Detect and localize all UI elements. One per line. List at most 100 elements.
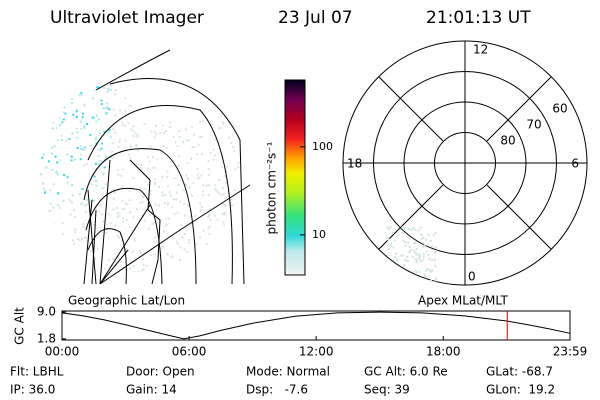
speckle	[51, 121, 54, 124]
speckle	[79, 127, 82, 130]
speckle	[124, 202, 127, 205]
speckle	[181, 236, 184, 239]
speckle	[177, 242, 180, 245]
speckle	[91, 255, 94, 258]
speckle	[147, 155, 150, 158]
speckle	[72, 242, 75, 245]
speckle	[95, 184, 98, 187]
speckle	[212, 148, 215, 151]
speckle	[112, 128, 115, 131]
speckle	[121, 199, 124, 202]
speckle	[230, 142, 233, 145]
speckle	[57, 204, 60, 207]
speckle	[83, 103, 86, 106]
speckle	[70, 97, 73, 100]
speckle	[183, 214, 186, 217]
speckle	[114, 224, 117, 227]
speckle	[215, 271, 218, 272]
speckle	[127, 153, 130, 156]
speckle	[129, 104, 132, 107]
speckle	[399, 228, 402, 231]
speckle	[136, 162, 139, 165]
speckle	[49, 209, 52, 212]
speckle	[92, 97, 95, 100]
speckle	[166, 175, 169, 178]
speckle	[120, 174, 123, 177]
speckle	[413, 249, 416, 252]
speckle	[434, 277, 437, 280]
speckle	[76, 131, 79, 134]
speckle	[70, 159, 73, 162]
speckle	[226, 165, 229, 168]
speckle	[230, 210, 233, 213]
speckle	[403, 228, 406, 231]
speckle	[112, 156, 115, 159]
speckle	[127, 249, 130, 252]
speckle	[108, 259, 111, 262]
speckle	[222, 212, 225, 215]
speckle	[428, 269, 431, 272]
speckle	[150, 253, 153, 256]
speckle	[390, 242, 393, 245]
speckle	[58, 102, 61, 105]
speckle	[425, 276, 428, 279]
speckle	[211, 277, 213, 279]
speckle	[83, 125, 86, 128]
speckle	[183, 232, 186, 235]
speckle	[170, 256, 173, 259]
speckle	[42, 98, 45, 101]
speckle	[142, 195, 145, 198]
speckle	[72, 208, 75, 211]
speckle	[234, 136, 237, 139]
speckle	[140, 163, 143, 166]
speckle	[190, 222, 193, 225]
speckle	[177, 183, 180, 186]
speckle	[43, 239, 46, 242]
speckle	[109, 89, 112, 92]
mlt-label: 12	[473, 43, 488, 57]
speckle	[420, 237, 423, 240]
speckle	[132, 270, 135, 272]
speckle	[124, 124, 127, 127]
speckle	[196, 173, 199, 176]
speckle	[45, 87, 48, 90]
speckle	[228, 258, 231, 261]
speckle	[222, 203, 225, 206]
speckle	[407, 228, 410, 231]
speckle	[176, 145, 179, 148]
speckle	[209, 264, 212, 267]
speckle	[152, 240, 155, 243]
status-field: Mode: Normal	[246, 365, 330, 379]
speckle	[133, 237, 136, 240]
speckle	[105, 155, 108, 158]
speckle	[429, 270, 432, 273]
speckle	[181, 276, 183, 278]
speckle	[79, 147, 82, 150]
speckle	[63, 83, 66, 86]
speckle	[70, 155, 73, 158]
speckle	[202, 190, 205, 193]
speckle	[224, 213, 227, 216]
speckle	[53, 86, 56, 89]
speckle	[114, 114, 117, 117]
speckle	[151, 166, 154, 169]
speckle	[434, 258, 437, 261]
speckle	[220, 260, 223, 263]
speckle	[189, 215, 192, 218]
speckle	[44, 92, 47, 95]
speckle	[80, 92, 83, 95]
speckle	[234, 225, 237, 228]
speckle	[124, 248, 127, 251]
speckle	[165, 130, 168, 133]
speckle	[180, 224, 183, 227]
speckle	[75, 271, 78, 272]
speckle	[200, 208, 203, 211]
speckle	[389, 225, 392, 228]
speckle	[215, 274, 217, 276]
speckle	[102, 220, 105, 223]
x-tick-label: 23:59	[553, 345, 588, 359]
speckle	[103, 87, 106, 90]
speckle	[118, 257, 121, 260]
speckle	[226, 248, 229, 251]
